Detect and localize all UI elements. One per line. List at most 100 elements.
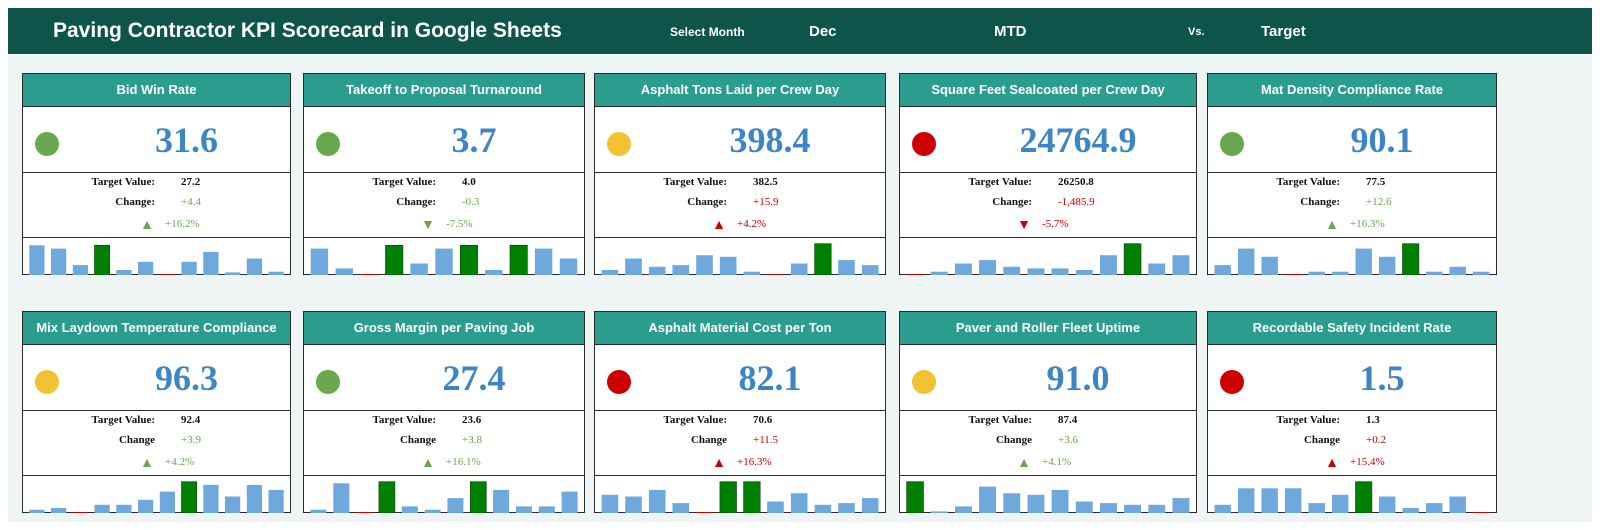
change-percent: +4.1%	[1042, 456, 1072, 468]
change-label: Change	[118, 434, 155, 446]
change-value: -0.3	[462, 196, 480, 208]
sparkline-bar	[225, 272, 241, 275]
period-dropdown[interactable]: MTD	[994, 23, 1027, 40]
triangle-up-icon: ▲	[1325, 454, 1339, 470]
sparkline-bar	[116, 270, 132, 275]
kpi-value-row: 31.6	[23, 106, 290, 173]
sparkline-bar	[648, 266, 666, 276]
change-percent: +16.3%	[1350, 218, 1385, 230]
target-value-label: Target Value:	[91, 414, 155, 426]
target-value: 26250.8	[1058, 176, 1094, 188]
sparkline-bar	[696, 512, 713, 513]
kpi-title: Mix Laydown Temperature Compliance	[23, 312, 290, 344]
sparkline-svg	[310, 481, 578, 514]
sparkline-bar	[410, 263, 428, 275]
sparkline-bar	[1172, 255, 1190, 275]
triangle-up-icon: ▲	[1017, 454, 1031, 470]
sparkline-svg	[601, 481, 879, 514]
sparkline-bar	[1402, 508, 1419, 513]
sparkline-bar-current	[1123, 243, 1142, 276]
sparkline-chart	[23, 237, 290, 276]
triangle-up-icon: ▲	[140, 216, 154, 232]
sparkline-svg	[29, 481, 284, 514]
sparkline-bar	[625, 258, 642, 275]
target-value: 4.0	[462, 176, 476, 188]
target-value: 382.5	[753, 176, 778, 188]
sparkline-bar	[930, 511, 948, 514]
sparkline-bar	[1426, 271, 1443, 275]
sparkline-bar	[29, 245, 45, 275]
sparkline-bar	[268, 271, 284, 275]
compare-dropdown[interactable]: Target	[1261, 23, 1306, 40]
change-label: Change	[399, 434, 436, 446]
sparkline-bar	[538, 506, 555, 513]
sparkline-bar	[181, 261, 197, 275]
sparkline-bar	[955, 263, 972, 275]
status-indicator-icon	[316, 370, 340, 394]
sparkline-bar	[861, 265, 879, 275]
sparkline-bar	[246, 258, 262, 275]
kpi-card: Paver and Roller Fleet Uptime 91.0 Targe…	[899, 311, 1197, 514]
kpi-value: 398.4	[729, 120, 811, 160]
sparkline-bar-current	[743, 481, 761, 514]
kpi-value-row: 96.3	[23, 344, 290, 411]
sparkline-svg	[1214, 481, 1490, 514]
kpi-card: Asphalt Tons Laid per Crew Day 398.4 Tar…	[594, 73, 886, 276]
target-value: 87.4	[1058, 414, 1078, 426]
sparkline-bar	[1449, 266, 1466, 276]
change-percent: +4.2%	[165, 456, 195, 468]
sparkline-bar	[485, 270, 503, 275]
sparkline-bar	[1100, 255, 1117, 275]
sparkline-bar	[930, 271, 948, 275]
kpi-value: 1.5	[1359, 358, 1405, 398]
sparkline-chart	[23, 475, 290, 514]
change-value: +3.8	[462, 434, 482, 446]
page-title: Paving Contractor KPI Scorecard in Googl…	[53, 19, 562, 42]
sparkline-bar	[743, 271, 761, 275]
kpi-card: Asphalt Material Cost per Ton 82.1 Targe…	[594, 311, 886, 514]
sparkline-bar	[719, 256, 737, 275]
sparkline-bar	[447, 498, 464, 513]
sparkline-bar	[51, 248, 67, 275]
sparkline-bar	[1027, 268, 1045, 275]
sparkline-svg	[29, 245, 284, 276]
target-value-label: Target Value:	[663, 414, 727, 426]
sparkline-bar	[1238, 248, 1255, 275]
change-value: +4.4	[181, 196, 201, 208]
sparkline-bar	[138, 261, 154, 275]
kpi-title: Paver and Roller Fleet Uptime	[900, 312, 1196, 344]
sparkline-bar-current	[470, 481, 487, 514]
kpi-value: 82.1	[738, 358, 802, 398]
triangle-up-icon: ▲	[421, 454, 435, 470]
sparkline-bar	[1379, 256, 1396, 275]
change-percent: +15.4%	[1350, 456, 1385, 468]
target-value-label: Target Value:	[372, 414, 436, 426]
kpi-value-row: 1.5	[1208, 344, 1496, 411]
sparkline-chart	[1208, 475, 1496, 514]
sparkline-bar	[1426, 503, 1443, 513]
sparkline-bar	[268, 489, 284, 513]
change-percent: +16.2%	[165, 218, 200, 230]
sparkline-bar	[360, 274, 378, 275]
kpi-value-row: 90.1	[1208, 106, 1496, 173]
kpi-title: Takeoff to Proposal Turnaround	[304, 74, 584, 106]
change-label: Change	[690, 434, 727, 446]
target-value: 1.3	[1366, 414, 1380, 426]
header-bar: Paving Contractor KPI Scorecard in Googl…	[8, 8, 1592, 54]
sparkline-bar	[424, 509, 441, 513]
change-value: +15.9	[753, 196, 779, 208]
month-dropdown[interactable]: Dec	[809, 23, 837, 40]
target-value-label: Target Value:	[968, 176, 1032, 188]
change-value: +3.9	[181, 434, 201, 446]
sparkline-bar	[955, 506, 972, 513]
vs-label: Vs.	[1188, 26, 1205, 38]
status-indicator-icon	[35, 370, 59, 394]
sparkline-bar	[1148, 263, 1166, 275]
sparkline-bar	[1261, 256, 1278, 275]
sparkline-bar	[1308, 503, 1325, 513]
sparkline-bar	[1332, 494, 1349, 513]
sparkline-bar	[1308, 271, 1325, 275]
sparkline-bar	[1214, 265, 1231, 275]
sparkline-bar	[625, 496, 642, 513]
change-label: Change:	[687, 196, 727, 208]
